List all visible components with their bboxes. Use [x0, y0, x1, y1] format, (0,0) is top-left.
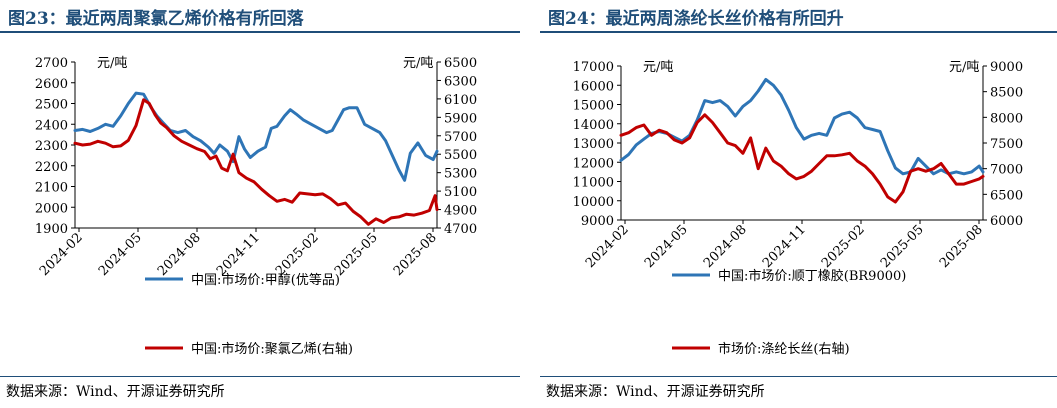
right-tick-label: 7500	[990, 137, 1023, 152]
title-divider	[540, 31, 1057, 33]
right-tick-label: 8500	[990, 86, 1023, 101]
right-tick-label: 5100	[444, 185, 477, 200]
right-tick-label: 4700	[444, 222, 477, 237]
right-tick-label: 5300	[444, 167, 477, 182]
right-tick-label: 6300	[444, 74, 477, 89]
legend-label: 中国:市场价:顺丁橡胶(BR9000)	[718, 268, 906, 284]
left-tick-label: 15000	[573, 99, 614, 114]
legend-label: 中国:市场价:聚氯乙烯(右轴)	[191, 341, 353, 357]
series-line-left-axis	[619, 78, 985, 176]
left-tick-label: 2700	[35, 56, 68, 71]
x-tick-label: 2025-02	[273, 230, 322, 279]
left-tick-label: 12000	[573, 156, 614, 171]
x-tick-label: 2025-05	[332, 230, 381, 279]
right-tick-label: 5900	[444, 111, 477, 126]
right-tick-label: 4900	[444, 204, 477, 219]
left-tick-label: 17000	[573, 60, 614, 75]
line-chart-pvc-methanol: 1900 2000 2100 2200 2300 2400 2500 2600 2700 4700…	[35, 56, 477, 357]
x-tick-label: 2025-02	[819, 222, 868, 271]
source-note: 数据来源：Wind、开源证券研究所	[546, 384, 765, 400]
left-tick-label: 2400	[35, 118, 68, 133]
x-tick-label: 2024-02	[583, 222, 632, 271]
series-line-left-axis	[73, 91, 439, 182]
panel-title: 图24：最近两周涤纶长丝价格有所回升	[548, 9, 844, 29]
footer-divider	[540, 376, 1057, 377]
right-tick-label: 6500	[444, 56, 477, 71]
x-tick-label: 2025-08	[937, 222, 986, 271]
left-tick-label: 10000	[573, 195, 614, 210]
left-tick-label: 14000	[573, 118, 614, 133]
left-tick-label: 2200	[35, 160, 68, 175]
left-axis-unit: 元/吨	[97, 56, 127, 71]
left-tick-label: 13000	[573, 137, 614, 152]
right-tick-label: 8000	[990, 111, 1023, 126]
title-divider	[0, 31, 520, 33]
right-tick-label: 9000	[990, 60, 1023, 75]
left-tick-label: 9000	[581, 214, 614, 229]
left-tick-label: 1900	[35, 222, 68, 237]
x-tick-label: 2024-08	[701, 222, 750, 271]
right-axis-unit: 元/吨	[403, 56, 433, 71]
chart-panel-polyester: 图24：最近两周涤纶长丝价格有所回升 9000 10000 11000 12000 13…	[540, 0, 1057, 408]
x-tick-label: 2025-08	[391, 230, 440, 279]
right-axis-unit: 元/吨	[949, 60, 979, 75]
x-tick-label: 2024-11	[214, 230, 263, 279]
left-tick-label: 2300	[35, 139, 68, 154]
left-tick-label: 2100	[35, 181, 68, 196]
panel-title: 图23：最近两周聚氯乙烯价格有所回落	[8, 9, 304, 29]
legend-label: 中国:市场价:甲醇(优等品)	[191, 272, 340, 288]
x-tick-label: 2025-05	[878, 222, 927, 271]
source-note: 数据来源：Wind、开源证券研究所	[6, 384, 225, 400]
x-tick-label: 2024-02	[37, 230, 86, 279]
x-tick-label: 2024-11	[760, 222, 809, 271]
x-tick-label: 2024-08	[155, 230, 204, 279]
legend-label: 市场价:涤纶长丝(右轴)	[718, 341, 850, 357]
x-tick-label: 2024-05	[642, 222, 691, 271]
chart-panel-pvc: 图23：最近两周聚氯乙烯价格有所回落 1900 2000 2100 2200 2300 2…	[0, 0, 520, 408]
left-axis-unit: 元/吨	[643, 60, 673, 75]
footer-divider	[0, 376, 520, 377]
left-tick-label: 11000	[573, 176, 614, 191]
x-tick-label: 2024-05	[96, 230, 145, 279]
line-chart-polyester-rubber: 9000 10000 11000 12000 13000 14000 15000 16000 1…	[573, 60, 1023, 357]
right-tick-label: 7000	[990, 163, 1023, 178]
right-tick-label: 5700	[444, 130, 477, 145]
series-line-right-axis	[619, 113, 985, 204]
series-line-right-axis	[73, 98, 439, 226]
right-tick-label: 6500	[990, 188, 1023, 203]
left-tick-label: 2500	[35, 98, 68, 113]
left-tick-label: 16000	[573, 79, 614, 94]
left-tick-label: 2000	[35, 201, 68, 216]
right-tick-label: 6100	[444, 93, 477, 108]
right-tick-label: 5500	[444, 148, 477, 163]
left-tick-label: 2600	[35, 77, 68, 92]
right-tick-label: 6000	[990, 214, 1023, 229]
